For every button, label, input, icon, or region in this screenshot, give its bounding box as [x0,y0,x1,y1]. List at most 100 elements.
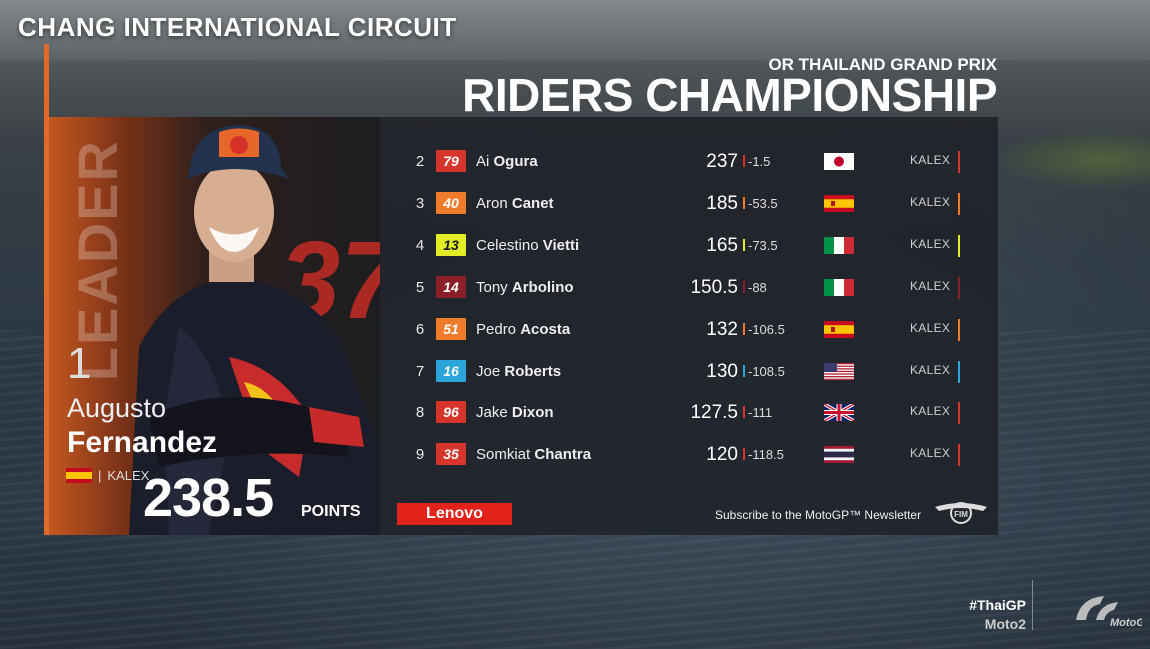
usa-flag-icon [824,362,854,380]
newsletter-link[interactable]: Subscribe to the MotoGP™ Newsletter [715,508,922,522]
accent-line [44,44,49,535]
rider-number-badge: 96 [436,401,466,424]
rider-points: 185 [706,192,738,214]
leader-panel: LEADER 37 1 Augusto Fernandez | KALEX 23… [49,117,380,535]
team-color-bar [958,444,960,467]
rider-gap: -106.5 [748,321,785,337]
rider-name: Tony Arbolino [476,279,574,296]
rider-last-name: Ogura [493,153,538,170]
leader-points: 238.5 [143,468,274,528]
background-track [0,0,1150,60]
rider-first-name: Pedro [476,320,517,338]
rider-position: 6 [415,320,425,338]
team-color-bar [958,318,960,341]
leader-last-name: Fernandez [67,426,218,459]
rider-gap: -53.5 [748,195,778,211]
rider-first-name: Tony [476,278,508,296]
rider-points: 165 [706,234,738,256]
rider-position: 8 [415,404,425,422]
hashtag: #ThaiGP [969,597,1026,613]
rider-name: Pedro Acosta [476,321,570,338]
leader-meta: | KALEX [66,468,149,483]
lenovo-logo: Lenovo [397,503,512,525]
leader-team-separator: | [98,468,102,483]
footer-divider [1032,580,1033,630]
rider-color-bar [743,280,745,293]
rider-number-badge: 40 [436,191,466,214]
rider-color-bar [743,196,745,209]
rider-points: 237 [706,151,738,172]
rider-color-bar [743,322,745,335]
leader-position: 1 [67,339,92,388]
standings-row: 7 16 Joe Roberts 130 -108.5 KALEX [380,351,998,393]
rider-last-name: Arbolino [511,278,574,296]
japan-flag-icon [824,153,854,170]
rider-team: KALEX [910,404,951,419]
team-color-bar [958,192,960,215]
rider-first-name: Joe [476,362,501,380]
rider-number-badge: 51 [436,317,466,340]
rider-name: Joe Roberts [476,363,561,380]
team-color-bar [958,402,960,425]
rider-gap: -1.5 [748,154,771,169]
rider-position: 4 [415,236,425,254]
rider-first-name: Celestino [476,236,539,254]
rider-points: 150.5 [690,276,738,298]
standings-row: 4 13 Celestino Vietti 165 -73.5 KALEX [380,225,998,267]
rider-first-name: Somkiat [476,446,531,464]
rider-gap: -73.5 [748,237,778,253]
rider-team: KALEX [910,278,951,293]
rider-points: 130 [706,360,738,382]
leader-points-label: POINTS [301,503,361,520]
rider-points: 132 [706,318,738,340]
standings-row: 8 96 Jake Dixon 127.5 -111 KALEX [380,392,998,434]
grand-prix-name: OR THAILAND GRAND PRIX [768,55,997,74]
rider-name: Somkiat Chantra [476,446,591,463]
rider-gap: -111 [748,405,773,421]
rider-position: 9 [415,446,425,464]
standings-row: 3 40 Aron Canet 185 -53.5 KALEX [380,183,998,225]
rider-color-bar [743,364,745,377]
standings-row: 5 14 Tony Arbolino 150.5 -88 KALEX [380,267,998,309]
motogp-logo-text: MotoGP [1110,617,1142,629]
rider-name: Ai Ogura [476,153,538,170]
category-label: Moto2 [984,616,1026,632]
leader-first-name: Augusto [67,393,167,423]
rider-first-name: Jake [476,404,508,422]
standings-row: 6 51 Pedro Acosta 132 -106.5 KALEX [380,309,998,351]
rider-team: KALEX [910,320,951,335]
rider-name: Aron Canet [476,195,554,212]
fim-logo-text: FIM [954,510,968,519]
rider-team: KALEX [910,236,951,251]
rider-color-bar [743,406,745,419]
standings-row: 9 35 Somkiat Chantra 120 -118.5 KALEX [380,434,998,476]
rider-number-badge: 35 [436,443,466,466]
rider-gap: -118.5 [748,447,784,463]
rider-first-name: Aron [476,194,508,212]
team-color-bar [958,276,960,299]
championship-title: RIDERS CHAMPIONSHIP [462,69,997,121]
rider-last-name: Dixon [511,404,554,422]
italy-flag-icon [824,236,854,254]
rider-position: 7 [415,362,425,380]
team-color-bar [958,360,960,383]
team-color-bar [958,151,960,173]
rider-number-badge: 13 [436,233,466,256]
motogp-logo-icon: MotoGP [1076,596,1142,629]
rider-first-name: Ai [476,153,490,170]
rider-position: 3 [415,194,425,212]
spain-flag-icon [824,194,854,212]
rider-name: Jake Dixon [476,404,554,421]
rider-name: Celestino Vietti [476,237,579,254]
thailand-flag-icon [824,446,854,464]
rider-team: KALEX [910,446,951,461]
rider-photo [129,125,380,535]
rider-position: 2 [415,153,425,170]
rider-last-name: Canet [511,194,554,212]
rider-gap: -88 [748,279,767,295]
rider-number-badge: 79 [436,150,466,172]
rider-team: KALEX [910,194,951,209]
team-color-bar [958,234,960,257]
spain-flag-icon [66,468,92,483]
rider-number-badge: 16 [436,359,466,382]
